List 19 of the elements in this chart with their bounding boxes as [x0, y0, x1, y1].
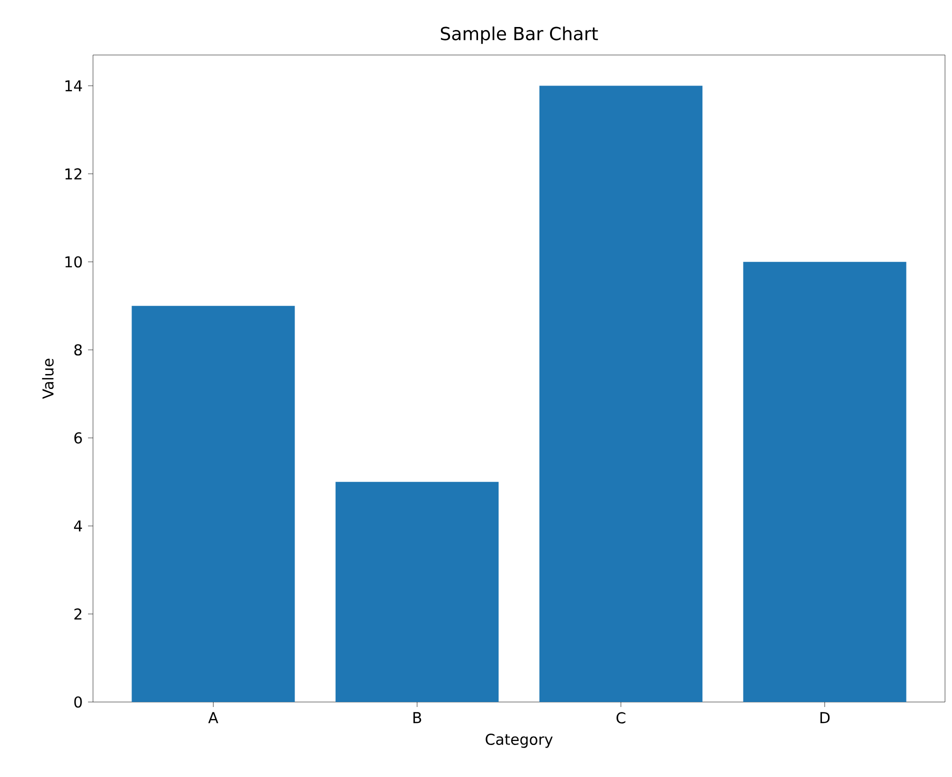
y-tick-label: 8 [74, 344, 82, 356]
y-tick-label: 4 [74, 520, 82, 532]
bar [539, 86, 702, 702]
x-tick-label: C [616, 712, 626, 724]
x-tick-label: A [208, 712, 218, 724]
bar [743, 262, 906, 702]
chart-title: Sample Bar Chart [440, 26, 598, 44]
y-tick-label: 2 [74, 608, 82, 620]
y-axis-title: Value [42, 358, 54, 399]
y-tick-label: 12 [65, 168, 82, 180]
y-tick-label: 14 [65, 80, 82, 92]
y-tick-label: 6 [74, 432, 82, 444]
x-axis-title: Category [486, 734, 553, 748]
x-tick-label: B [413, 712, 422, 724]
bar [336, 482, 499, 702]
x-tick-label: D [820, 712, 830, 724]
bar [132, 306, 295, 702]
y-tick-label: 10 [65, 256, 82, 268]
y-tick-label: 0 [74, 696, 82, 708]
